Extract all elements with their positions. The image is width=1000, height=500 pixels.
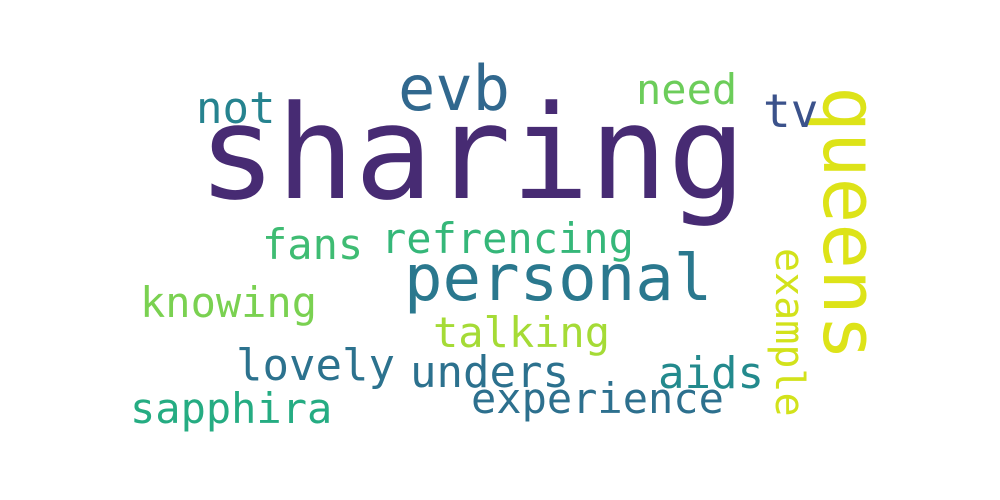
word-fans: fans [262, 220, 364, 269]
word-experience: experience [471, 374, 724, 423]
word-knowing: knowing [140, 278, 318, 327]
word-tv: tv [763, 84, 819, 138]
word-sapphira: sapphira [130, 384, 333, 433]
word-talking: talking [433, 308, 611, 357]
word-unders: unders [410, 347, 569, 398]
word-evb: evb [398, 52, 510, 125]
word-example: example [766, 248, 812, 417]
word-refrencing: refrencing [381, 214, 634, 263]
word-lovely: lovely [236, 340, 395, 391]
word-personal: personal [404, 242, 713, 316]
word-aids: aids [658, 348, 764, 399]
word-sharing: sharing [198, 77, 746, 229]
word-need: need [636, 65, 738, 114]
word-not: not [196, 83, 276, 134]
word-queens: queens [806, 86, 895, 361]
